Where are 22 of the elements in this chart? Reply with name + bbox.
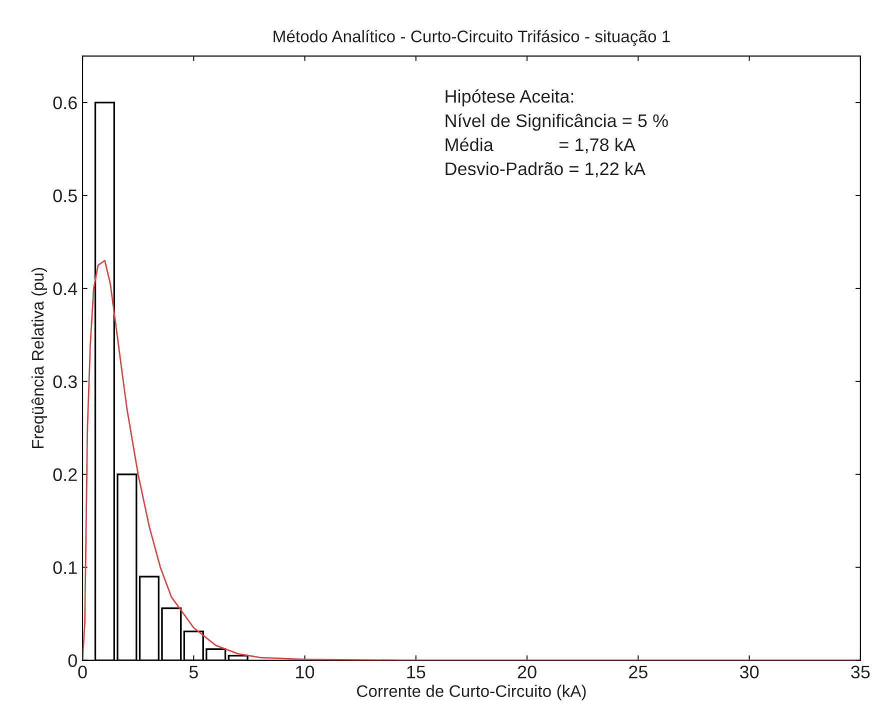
chart-title: Método Analítico - Curto-Circuito Trifásico - situação 1	[274, 30, 670, 46]
annotation: Nível de Significância = 5 %	[446, 114, 668, 131]
annotation: Hipótese Aceita:	[446, 89, 574, 106]
y-tick-label: 0	[68, 654, 77, 668]
x-axis-title: Corrente de Curto-Circuito (kA)	[357, 684, 586, 700]
x-tick-label: 20	[518, 666, 536, 678]
x-tick-label: 0	[78, 666, 87, 678]
x-tick-label: 35	[851, 666, 870, 678]
y-tick-label: 0.4	[53, 282, 78, 296]
y-tick-label: 0.1	[53, 561, 77, 574]
y-tick-label: 0.5	[53, 189, 77, 202]
x-tick-label: 25	[629, 666, 648, 678]
y-tick-label: 0.2	[53, 468, 77, 482]
x-tick-label: 15	[407, 666, 426, 678]
annotation: Média = 1,78 kA	[446, 138, 636, 154]
x-tick-label: 30	[740, 666, 759, 678]
annotation: Desvio-Padrão = 1,22 kA	[446, 162, 646, 178]
y-axis-title: Freqüência Relativa (pu)	[31, 268, 48, 448]
x-tick-label: 5	[189, 666, 198, 678]
x-tick-label: 10	[296, 666, 314, 678]
y-tick-label: 0.3	[53, 375, 77, 388]
y-tick-label: 0.6	[53, 96, 77, 110]
